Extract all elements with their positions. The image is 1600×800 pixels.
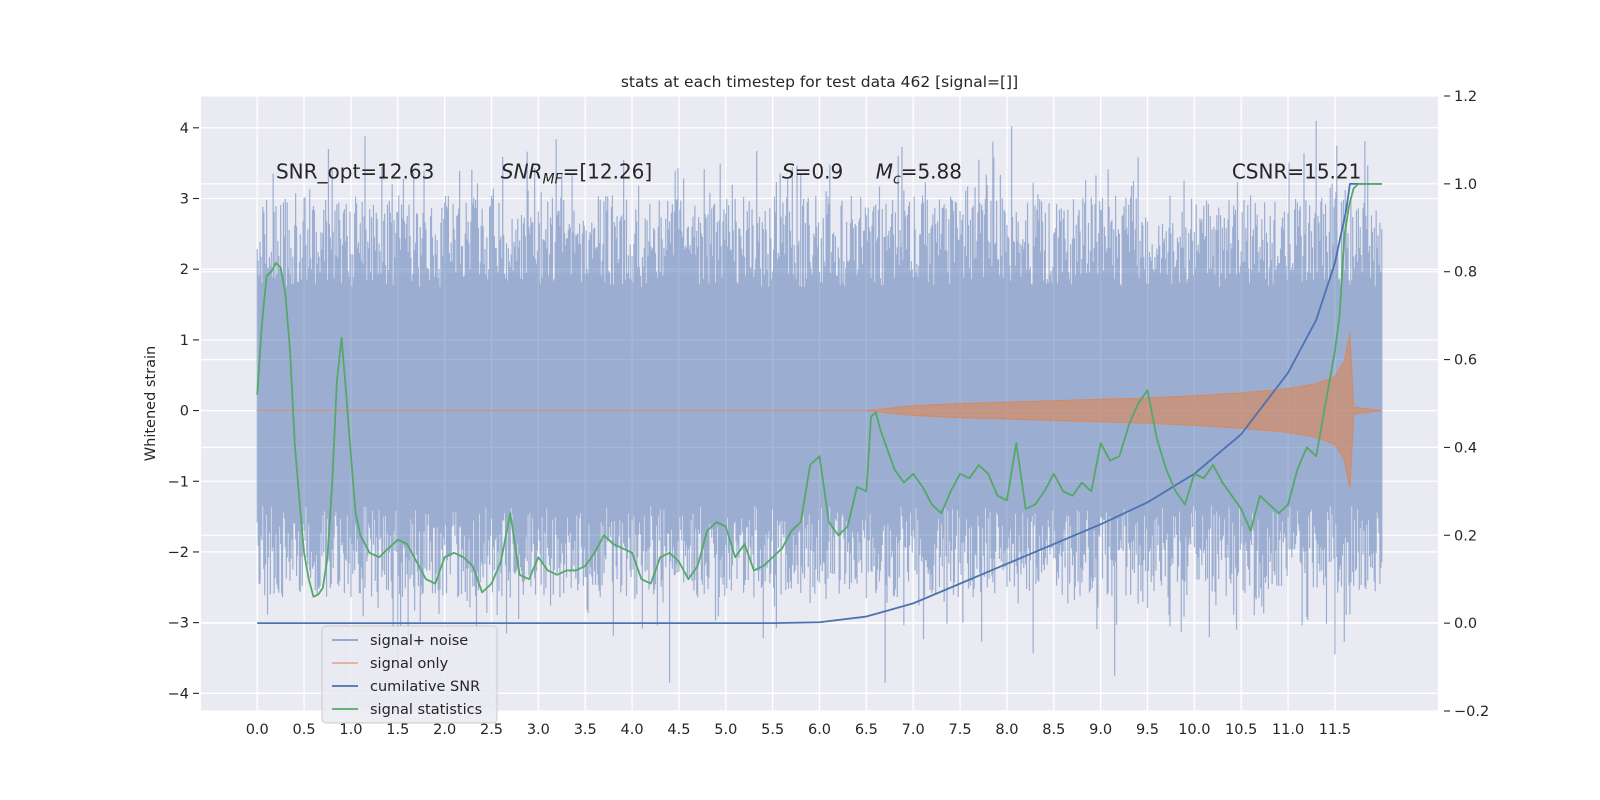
y-tick-label: 3 <box>180 192 189 208</box>
annotation-segment: CSNR=15.21 <box>1232 160 1362 184</box>
y-tick-label: −4 <box>168 686 189 702</box>
x-tick-label: 4.0 <box>621 722 644 738</box>
x-tick-label: 1.0 <box>339 722 362 738</box>
x-tick-label: 2.0 <box>433 722 456 738</box>
legend: signal+ noise signal only cumilative SNR si… <box>321 625 498 724</box>
x-tick-label: 3.0 <box>527 722 550 738</box>
y-tick-label: −1 <box>168 474 189 490</box>
annotation-text: CSNR=15.21 <box>1232 160 1362 184</box>
annotation-segment: S <box>782 160 795 184</box>
x-tick-label: 0.5 <box>293 722 316 738</box>
annotation-segment: =0.9 <box>795 160 844 184</box>
x-tick-label: 5.5 <box>761 722 784 738</box>
x-tick-label: 10.0 <box>1178 722 1210 738</box>
annotation-text: S=0.9 <box>782 160 843 184</box>
annotation-text: SNRMF=[12.26] <box>501 160 652 188</box>
x-tick-label: 10.5 <box>1225 722 1257 738</box>
legend-label: signal statistics <box>370 702 482 718</box>
cumulative-snr-line <box>257 182 1382 625</box>
x-tick-label: 11.0 <box>1272 722 1304 738</box>
annotation-segment: =5.88 <box>901 160 962 184</box>
x-tick-label: 5.0 <box>714 722 737 738</box>
x-tick-label: 8.5 <box>1042 722 1065 738</box>
x-tick-label: 0.0 <box>246 722 269 738</box>
signal-statistics-line <box>256 182 1382 598</box>
y-tick-label: 1 <box>180 333 189 349</box>
annotation-segment: SNR <box>501 160 543 184</box>
annotation-segment: =[12.26] <box>563 160 653 184</box>
y-tick-label: −2 <box>168 545 189 561</box>
x-tick-label: 6.5 <box>855 722 878 738</box>
y-right-tick-label: 0.4 <box>1454 440 1477 456</box>
y-axis-label: Whitened strain <box>143 346 159 461</box>
x-tick-label: 8.0 <box>995 722 1018 738</box>
chart-title: stats at each timestep for test data 462… <box>621 73 1018 91</box>
series-layer <box>256 120 1383 683</box>
legend-label: signal only <box>370 656 449 672</box>
signal-only-envelope <box>257 332 1382 489</box>
annotation-segment: MF <box>542 172 563 188</box>
y-tick-label: 0 <box>180 404 189 420</box>
x-tick-label: 9.0 <box>1089 722 1112 738</box>
y-right-tick-label: 0.0 <box>1454 616 1477 632</box>
annotation-text: SNR_opt=12.63 <box>276 160 434 184</box>
y-tick-label: 4 <box>180 121 189 137</box>
annotation-segment: M <box>876 160 893 184</box>
annotation-text: Mc=5.88 <box>876 160 962 188</box>
annotation-segment: c <box>893 172 901 188</box>
y-right-tick-label: 1.2 <box>1454 89 1477 105</box>
legend-label: cumilative SNR <box>370 679 480 695</box>
y-right-tick-label: 1.0 <box>1454 177 1477 193</box>
y-tick-label: 2 <box>180 262 189 278</box>
y-right-tick-label: 0.8 <box>1454 265 1477 281</box>
x-tick-label: 3.5 <box>574 722 597 738</box>
x-tick-label: 9.5 <box>1136 722 1159 738</box>
x-tick-label: 11.5 <box>1319 722 1351 738</box>
axes: 0.0 0.5 1.0 1.5 2.0 2.5 3.0 3.5 4.0 4.5 5.0 5.5 6.0 6… <box>168 89 1490 738</box>
x-tick-label: 2.5 <box>480 722 503 738</box>
y-tick-label: −3 <box>168 616 189 632</box>
legend-box <box>321 625 498 724</box>
y-right-tick-label: 0.2 <box>1454 528 1477 544</box>
annotation-segment: SNR_opt=12.63 <box>276 160 434 184</box>
x-tick-label: 1.5 <box>386 722 409 738</box>
legend-label: signal+ noise <box>370 633 468 649</box>
y-right-tick-label: −0.2 <box>1454 704 1489 720</box>
x-tick-label: 6.0 <box>808 722 831 738</box>
x-tick-label: 4.5 <box>667 722 690 738</box>
annotations: SNR_opt=12.63 SNRMF=[12.26] S=0.9 Mc=5.88 CS… <box>276 160 1361 188</box>
y-right-tick-label: 0.6 <box>1454 353 1477 369</box>
x-tick-label: 7.5 <box>949 722 972 738</box>
x-tick-label: 7.0 <box>902 722 925 738</box>
